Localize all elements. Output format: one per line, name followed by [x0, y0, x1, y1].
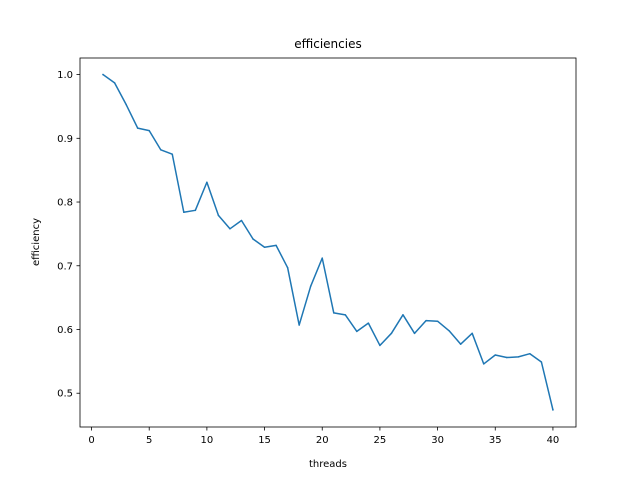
- data-point: [252, 238, 254, 240]
- data-point: [425, 319, 427, 322]
- x-tick-label: 15: [258, 435, 271, 446]
- data-point: [229, 228, 231, 230]
- data-point: [413, 332, 416, 335]
- data-point: [390, 332, 393, 335]
- x-tick-label: 30: [431, 435, 444, 446]
- y-tick-label: 0.8: [57, 198, 73, 209]
- x-tick-label: 0: [88, 435, 94, 446]
- data-point: [367, 322, 370, 324]
- y-tick-label: 0.6: [57, 325, 73, 336]
- data-point: [459, 343, 462, 345]
- axes-frame: [79, 57, 577, 428]
- y-tick-label: 0.7: [57, 261, 73, 272]
- axis-ticks: 0 5 10 15 20 25 30 35 40 0.5 0.6 0.7 0.8 0.9 1.0: [57, 70, 559, 446]
- y-tick-label: 0.5: [57, 389, 73, 400]
- data-point: [344, 314, 347, 316]
- data-point: [436, 320, 439, 322]
- chart-title: efficiencies: [294, 37, 361, 51]
- data-point: [471, 332, 473, 335]
- y-tick-label: 0.9: [57, 134, 73, 145]
- data-point: [102, 73, 104, 76]
- data-point: [183, 211, 185, 213]
- y-tick-label: 1.0: [57, 70, 73, 81]
- data-point: [136, 127, 139, 129]
- data-point: [494, 354, 497, 356]
- data-point: [240, 219, 243, 222]
- data-point: [309, 285, 312, 287]
- data-point: [125, 103, 127, 106]
- data-point: [171, 153, 174, 155]
- x-tick-label: 20: [316, 435, 329, 446]
- data-point: [482, 363, 485, 365]
- x-tick-label: 10: [201, 435, 214, 446]
- data-point: [113, 82, 116, 84]
- y-axis-label: efficiency: [31, 218, 42, 266]
- series-line: [102, 73, 554, 411]
- data-series: [102, 73, 554, 411]
- x-tick-label: 5: [146, 435, 152, 446]
- data-point: [506, 356, 508, 359]
- data-point: [552, 409, 554, 411]
- data-point: [206, 181, 208, 184]
- data-point: [517, 356, 520, 358]
- x-tick-label: 25: [374, 435, 387, 446]
- data-point: [529, 352, 531, 355]
- data-point: [448, 330, 450, 332]
- data-point: [321, 257, 323, 259]
- data-point: [217, 214, 220, 217]
- data-point: [159, 149, 162, 151]
- data-point: [194, 209, 197, 212]
- x-tick-label: 40: [547, 435, 560, 446]
- data-point: [402, 314, 404, 316]
- data-point: [356, 330, 358, 333]
- data-point: [298, 324, 300, 326]
- x-tick-label: 35: [489, 435, 502, 446]
- data-point: [379, 344, 381, 347]
- plot-area: [80, 58, 576, 427]
- data-point: [333, 312, 335, 314]
- data-point: [540, 361, 543, 363]
- data-point: [275, 244, 277, 247]
- data-point: [286, 266, 289, 269]
- x-axis-label: threads: [309, 459, 347, 470]
- data-point: [148, 129, 150, 132]
- data-point: [263, 246, 266, 249]
